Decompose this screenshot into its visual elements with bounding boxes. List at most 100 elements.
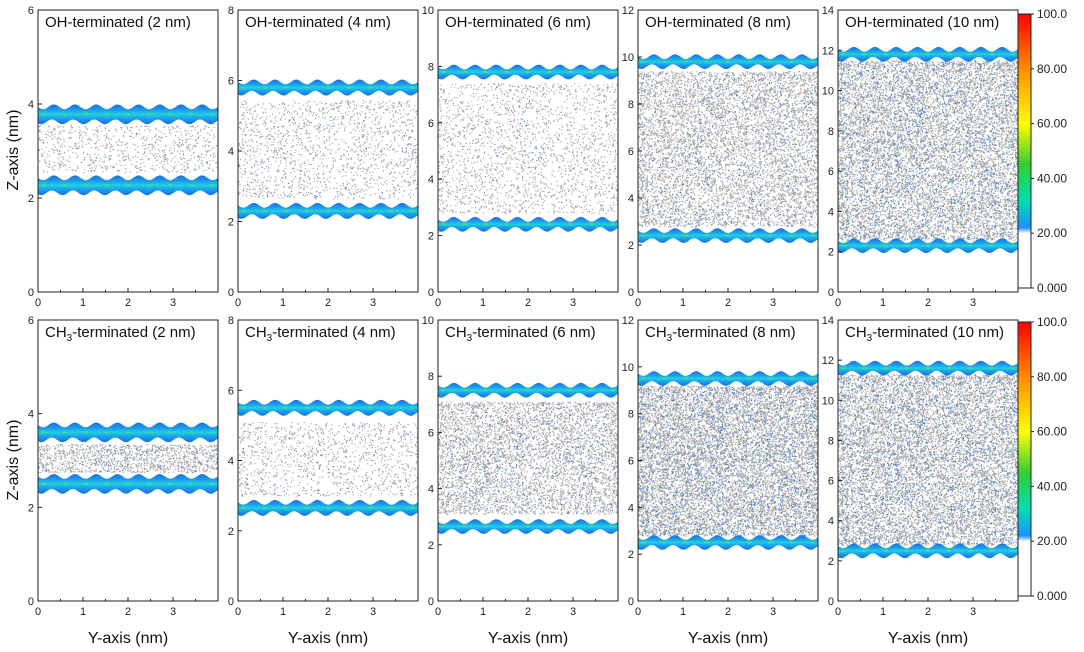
x-tick-label: 3	[970, 297, 976, 309]
y-tick-label: 2	[28, 502, 34, 514]
y-tick-label: 6	[228, 76, 234, 88]
y-tick-label: 0	[28, 596, 34, 608]
colorbar-tick-label: 0.000	[1037, 589, 1067, 603]
y-tick-label: 6	[828, 476, 834, 488]
x-tick-label: 3	[570, 606, 576, 618]
y-tick-label: 4	[28, 99, 34, 111]
y-tick-label: 0	[828, 287, 834, 299]
x-tick-label: 3	[370, 606, 376, 618]
y-tick-label: 10	[422, 315, 434, 327]
colorbar-scale	[1018, 322, 1031, 596]
y-tick-label: 10	[622, 362, 634, 374]
y-tick-label: 8	[228, 5, 234, 17]
x-tick-label: 1	[80, 606, 86, 618]
y-tick-label: 10	[822, 86, 834, 98]
colorbar-tick-label: 20.00	[1037, 534, 1067, 548]
x-tick-label: 0	[835, 606, 841, 618]
y-tick-label: 0	[828, 596, 834, 608]
y-tick-label: 12	[622, 315, 634, 327]
x-tick-label: 0	[235, 297, 241, 309]
x-tick-label: 3	[170, 297, 176, 309]
colorbar-tick-label: 80.00	[1037, 62, 1067, 76]
x-tick-label: 2	[725, 606, 731, 618]
x-tick-label: 0	[635, 297, 641, 309]
y-tick-label: 14	[822, 315, 834, 327]
y-tick-label: 2	[228, 526, 234, 538]
y-tick-label: 6	[828, 166, 834, 178]
y-tick-label: 4	[828, 206, 834, 218]
x-tick-label: 0	[435, 297, 441, 309]
colorbar-tick-label: 100.0	[1037, 7, 1067, 21]
y-tick-label: 0	[428, 287, 434, 299]
y-tick-label: 8	[428, 371, 434, 383]
x-tick-label: 1	[280, 297, 286, 309]
panel-title: OH-terminated (10 nm)	[845, 14, 999, 31]
x-tick-label: 2	[125, 606, 131, 618]
x-tick-label: 1	[80, 297, 86, 309]
panel-title: OH-terminated (8 nm)	[645, 14, 791, 31]
x-tick-label: 2	[525, 297, 531, 309]
x-tick-label: 2	[725, 297, 731, 309]
y-tick-label: 8	[828, 435, 834, 447]
y-tick-label: 0	[628, 596, 634, 608]
x-axis-label-4: Y-axis (nm)	[688, 630, 768, 647]
colorbar-tick-label: 100.0	[1037, 315, 1067, 329]
x-tick-label: 3	[570, 297, 576, 309]
x-axis-label-5: Y-axis (nm)	[888, 630, 968, 647]
x-axis-label-2: Y-axis (nm)	[288, 630, 368, 647]
y-tick-label: 4	[228, 456, 234, 468]
x-tick-label: 3	[770, 606, 776, 618]
y-tick-label: 2	[228, 217, 234, 229]
x-tick-label: 1	[480, 606, 486, 618]
colorbar-tick-label: 80.00	[1037, 370, 1067, 384]
panel-title: OH-terminated (4 nm)	[245, 14, 391, 31]
x-tick-label: 0	[435, 606, 441, 618]
colorbar-tick-label: 40.00	[1037, 479, 1067, 493]
x-tick-label: 0	[835, 297, 841, 309]
y-tick-label: 0	[628, 287, 634, 299]
y-tick-label: 0	[228, 596, 234, 608]
y-tick-label: 4	[428, 174, 434, 186]
x-tick-label: 2	[925, 606, 931, 618]
y-tick-label: 8	[628, 409, 634, 421]
y-tick-label: 2	[628, 549, 634, 561]
y-tick-label: 14	[822, 5, 834, 17]
y-tick-label: 10	[822, 395, 834, 407]
plot-background	[38, 10, 218, 292]
y-axis-label-bottom: Z-axis (nm)	[5, 420, 22, 501]
y-tick-label: 6	[28, 5, 34, 17]
x-tick-label: 1	[880, 297, 886, 309]
y-tick-label: 2	[428, 231, 434, 243]
y-tick-label: 6	[428, 118, 434, 130]
x-tick-label: 2	[325, 297, 331, 309]
y-tick-label: 12	[822, 45, 834, 57]
x-tick-label: 0	[235, 606, 241, 618]
x-tick-label: 2	[925, 297, 931, 309]
y-tick-label: 4	[628, 502, 634, 514]
colorbar-tick-label: 0.000	[1037, 281, 1067, 295]
panel-title: OH-terminated (6 nm)	[445, 14, 591, 31]
y-axis-label-top: Z-axis (nm)	[5, 110, 22, 191]
x-tick-label: 3	[970, 606, 976, 618]
y-tick-label: 0	[428, 596, 434, 608]
plot-background	[238, 10, 418, 292]
x-axis-label-3: Y-axis (nm)	[488, 630, 568, 647]
plot-background	[438, 10, 618, 292]
y-tick-label: 6	[28, 315, 34, 327]
x-tick-label: 1	[680, 297, 686, 309]
y-tick-label: 12	[622, 5, 634, 17]
x-tick-label: 1	[680, 606, 686, 618]
y-tick-label: 8	[828, 126, 834, 138]
y-tick-label: 0	[228, 287, 234, 299]
x-tick-label: 0	[35, 606, 41, 618]
